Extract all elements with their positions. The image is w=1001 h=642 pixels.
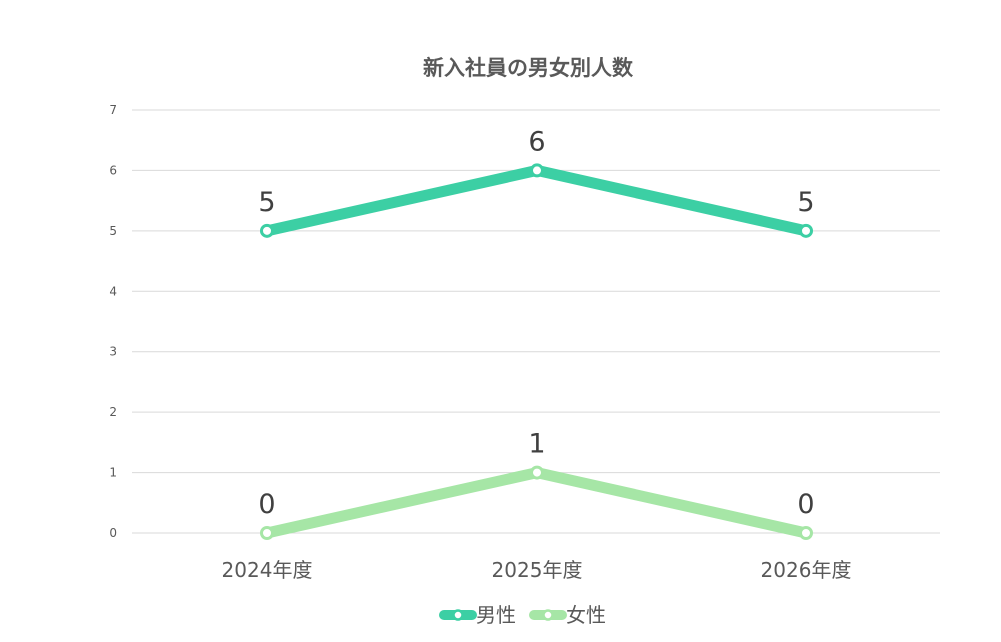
y-axis-ticks: 0 1 2 3 4 5 6 7 (109, 103, 117, 540)
x-tick-label: 2025年度 (492, 558, 583, 582)
x-axis-ticks: 2024年度 2025年度 2026年度 (222, 558, 852, 582)
y-tick-label: 1 (109, 466, 117, 480)
data-label: 0 (797, 489, 814, 520)
data-label: 0 (258, 489, 275, 520)
legend-marker (452, 609, 464, 621)
legend-label: 女性 (566, 603, 606, 627)
data-point[interactable] (530, 163, 544, 178)
data-label: 5 (797, 187, 814, 218)
y-tick-label: 7 (109, 103, 117, 117)
y-tick-label: 4 (109, 284, 117, 298)
y-tick-label: 0 (109, 526, 117, 540)
legend-marker (542, 609, 554, 621)
data-label: 5 (258, 187, 275, 218)
series-line-0 (261, 164, 812, 237)
x-tick-label: 2026年度 (761, 558, 852, 582)
data-point[interactable] (260, 223, 274, 238)
data-label: 6 (528, 126, 545, 157)
data-point[interactable] (799, 223, 813, 238)
y-tick-label: 3 (109, 345, 117, 359)
data-labels: 5 6 5 0 1 0 (258, 126, 814, 520)
legend-item-0[interactable]: 男性 (439, 603, 516, 627)
legend-item-1[interactable]: 女性 (529, 603, 606, 627)
data-point[interactable] (260, 526, 274, 540)
legend-label: 男性 (476, 603, 516, 627)
y-tick-label: 6 (109, 163, 117, 177)
legend[interactable]: 男性 女性 (439, 603, 606, 627)
data-label: 1 (528, 429, 545, 460)
series-lines (260, 163, 813, 540)
series-line-1 (261, 467, 812, 539)
y-tick-label: 5 (109, 224, 117, 238)
chart-title: 新入社員の男女別人数 (423, 56, 634, 80)
data-point[interactable] (799, 526, 813, 540)
y-tick-label: 2 (109, 405, 117, 419)
data-point[interactable] (530, 465, 544, 480)
x-tick-label: 2024年度 (222, 558, 313, 582)
